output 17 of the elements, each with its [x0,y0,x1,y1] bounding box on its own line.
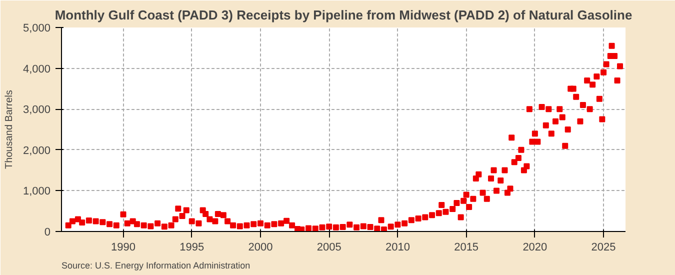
y-tick-label: 4,000 [22,63,51,76]
y-tick-label: 2,000 [22,144,51,157]
chart-title: Monthly Gulf Coast (PADD 3) Receipts by Pipeline from Midwest (PADD 2) of Natural Gasoline [54,8,632,22]
x-tick-label: 2015 [454,242,479,254]
y-tick-label: 3,000 [22,104,51,116]
x-tick-label: 2005 [316,242,342,254]
y-axis-title: Thousand Barrels [4,90,15,169]
x-tick-label: 1995 [180,242,204,254]
y-tick-label: 1,000 [22,186,51,198]
y-tick-label: 5,000 [22,22,51,34]
y-tick-label: 0 [44,226,51,238]
x-tick-label: 2000 [248,242,273,254]
x-tick-label: 2010 [385,242,410,254]
x-tick-label: 2025 [591,242,616,254]
x-tick-label: 2020 [522,242,548,254]
x-tick-label: 1990 [111,242,136,254]
source-note: Source: U.S. Energy Information Administration [62,260,250,270]
